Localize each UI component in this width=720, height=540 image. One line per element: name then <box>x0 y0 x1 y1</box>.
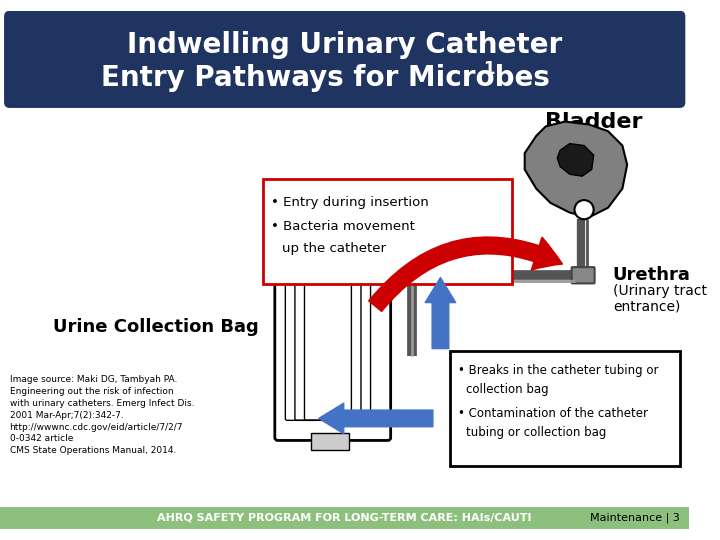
FancyBboxPatch shape <box>328 244 354 275</box>
FancyArrowPatch shape <box>426 278 456 349</box>
Text: • Bacteria movement: • Bacteria movement <box>271 220 415 233</box>
Text: Urine Collection Bag: Urine Collection Bag <box>53 319 258 336</box>
Text: tubing or collection bag: tubing or collection bag <box>467 426 607 439</box>
Text: Indwelling Urinary Catheter: Indwelling Urinary Catheter <box>127 31 562 59</box>
FancyBboxPatch shape <box>572 267 595 284</box>
Text: up the catheter: up the catheter <box>282 242 387 255</box>
FancyBboxPatch shape <box>310 244 356 275</box>
Text: AHRQ SAFETY PROGRAM FOR LONG-TERM CARE: HAIs/CAUTI: AHRQ SAFETY PROGRAM FOR LONG-TERM CARE: … <box>158 513 532 523</box>
Text: 1: 1 <box>484 60 495 78</box>
FancyBboxPatch shape <box>275 267 391 441</box>
FancyArrowPatch shape <box>319 403 433 434</box>
Text: Entry Pathways for Microbes: Entry Pathways for Microbes <box>101 64 550 92</box>
Text: Maintenance | 3: Maintenance | 3 <box>590 513 680 523</box>
Polygon shape <box>557 144 594 176</box>
Text: Urethra: Urethra <box>613 266 690 284</box>
FancyBboxPatch shape <box>311 433 349 450</box>
FancyBboxPatch shape <box>5 11 685 107</box>
Polygon shape <box>525 122 627 217</box>
Text: (Urinary tract
entrance): (Urinary tract entrance) <box>613 284 707 314</box>
FancyBboxPatch shape <box>450 352 680 466</box>
Text: Bladder: Bladder <box>545 112 642 132</box>
FancyBboxPatch shape <box>264 179 512 285</box>
Text: Image source: Maki DG, Tambyah PA.
Engineering out the risk of infection
with ur: Image source: Maki DG, Tambyah PA. Engin… <box>9 375 194 455</box>
Circle shape <box>575 200 594 219</box>
Text: collection bag: collection bag <box>467 383 549 396</box>
Text: • Entry during insertion: • Entry during insertion <box>271 197 428 210</box>
Text: • Contamination of the catheter: • Contamination of the catheter <box>458 407 648 420</box>
FancyArrowPatch shape <box>369 237 562 312</box>
Bar <box>0 508 690 529</box>
Text: • Breaks in the catheter tubing or: • Breaks in the catheter tubing or <box>458 364 658 377</box>
